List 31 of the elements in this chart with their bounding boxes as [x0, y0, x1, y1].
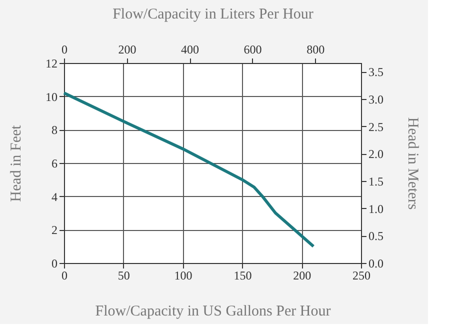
y2-axis-title: Head in Meters — [404, 117, 420, 210]
y2-tick-label: 0.0 — [368, 256, 384, 270]
x2-tick-label: 200 — [118, 42, 136, 56]
x-tick-label: 200 — [293, 268, 312, 282]
x-tick-label: 150 — [234, 268, 252, 282]
y2-tick-label: 3.0 — [368, 92, 384, 106]
y-tick-label: 6 — [52, 156, 58, 170]
y2-tick-label: 3.5 — [368, 65, 384, 80]
y-tick-label: 4 — [52, 190, 58, 204]
x-tick-label: 250 — [352, 268, 370, 282]
y-tick-label: 8 — [52, 123, 58, 138]
y-tick-label: 12 — [46, 56, 58, 70]
x2-axis-title: Flow/Capacity in Liters Per Hour — [112, 6, 314, 22]
y-tick-label: 10 — [46, 90, 58, 104]
x2-tick-label: 400 — [181, 42, 200, 56]
y-tick-label: 2 — [52, 223, 58, 238]
y-tick-label: 0 — [52, 256, 58, 270]
x-axis-title: Flow/Capacity in US Gallons Per Hour — [95, 304, 331, 320]
y2-tick-label: 2.5 — [368, 120, 384, 134]
x-tick-label: 50 — [118, 268, 130, 282]
y-axis-title: Head in Feet — [8, 124, 24, 202]
x2-tick-label: 600 — [244, 42, 262, 56]
y2-tick-label: 1.0 — [368, 202, 384, 216]
line-series — [62, 92, 315, 248]
x-tick-label: 100 — [174, 268, 192, 282]
x2-tick-label: 0 — [62, 42, 68, 56]
y2-tick-label: 1.5 — [368, 174, 384, 188]
y2-tick-label: 0.5 — [368, 229, 384, 244]
y2-tick-label: 2.0 — [368, 147, 384, 162]
x2-tick-label: 800 — [306, 42, 325, 56]
x-tick-label: 0 — [62, 268, 68, 282]
